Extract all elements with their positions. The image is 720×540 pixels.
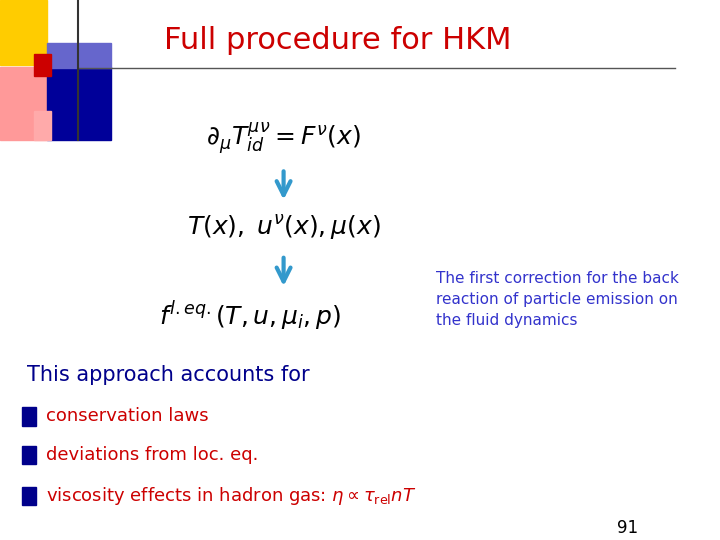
Bar xyxy=(34,54,50,76)
Text: conservation laws: conservation laws xyxy=(46,407,209,425)
Bar xyxy=(22,487,36,505)
Bar xyxy=(22,407,36,426)
Text: This approach accounts for: This approach accounts for xyxy=(27,365,310,386)
Bar xyxy=(48,43,112,68)
Text: 91: 91 xyxy=(617,519,639,537)
Bar xyxy=(48,68,112,140)
Text: $\partial_{\mu}T_{id}^{\mu\nu} = F^{\nu}(x)$: $\partial_{\mu}T_{id}^{\mu\nu} = F^{\nu}… xyxy=(206,120,361,156)
Bar xyxy=(22,446,36,464)
Bar xyxy=(0,0,48,65)
Text: deviations from loc. eq.: deviations from loc. eq. xyxy=(46,446,258,464)
Text: Full procedure for HKM: Full procedure for HKM xyxy=(164,26,511,55)
Text: The first correction for the back
reaction of particle emission on
the fluid dyn: The first correction for the back reacti… xyxy=(436,271,678,328)
Text: $T(x),\; u^{\nu}(x), \mu(x)$: $T(x),\; u^{\nu}(x), \mu(x)$ xyxy=(186,213,380,242)
Text: $f^{l.eq.}(T, u, \mu_i, p)$: $f^{l.eq.}(T, u, \mu_i, p)$ xyxy=(158,299,341,333)
Bar xyxy=(34,111,50,140)
Bar xyxy=(0,68,48,140)
Text: viscosity effects in hadron gas: $\eta \propto \tau_{\mathrm{rel}} n T$: viscosity effects in hadron gas: $\eta \… xyxy=(46,485,416,507)
